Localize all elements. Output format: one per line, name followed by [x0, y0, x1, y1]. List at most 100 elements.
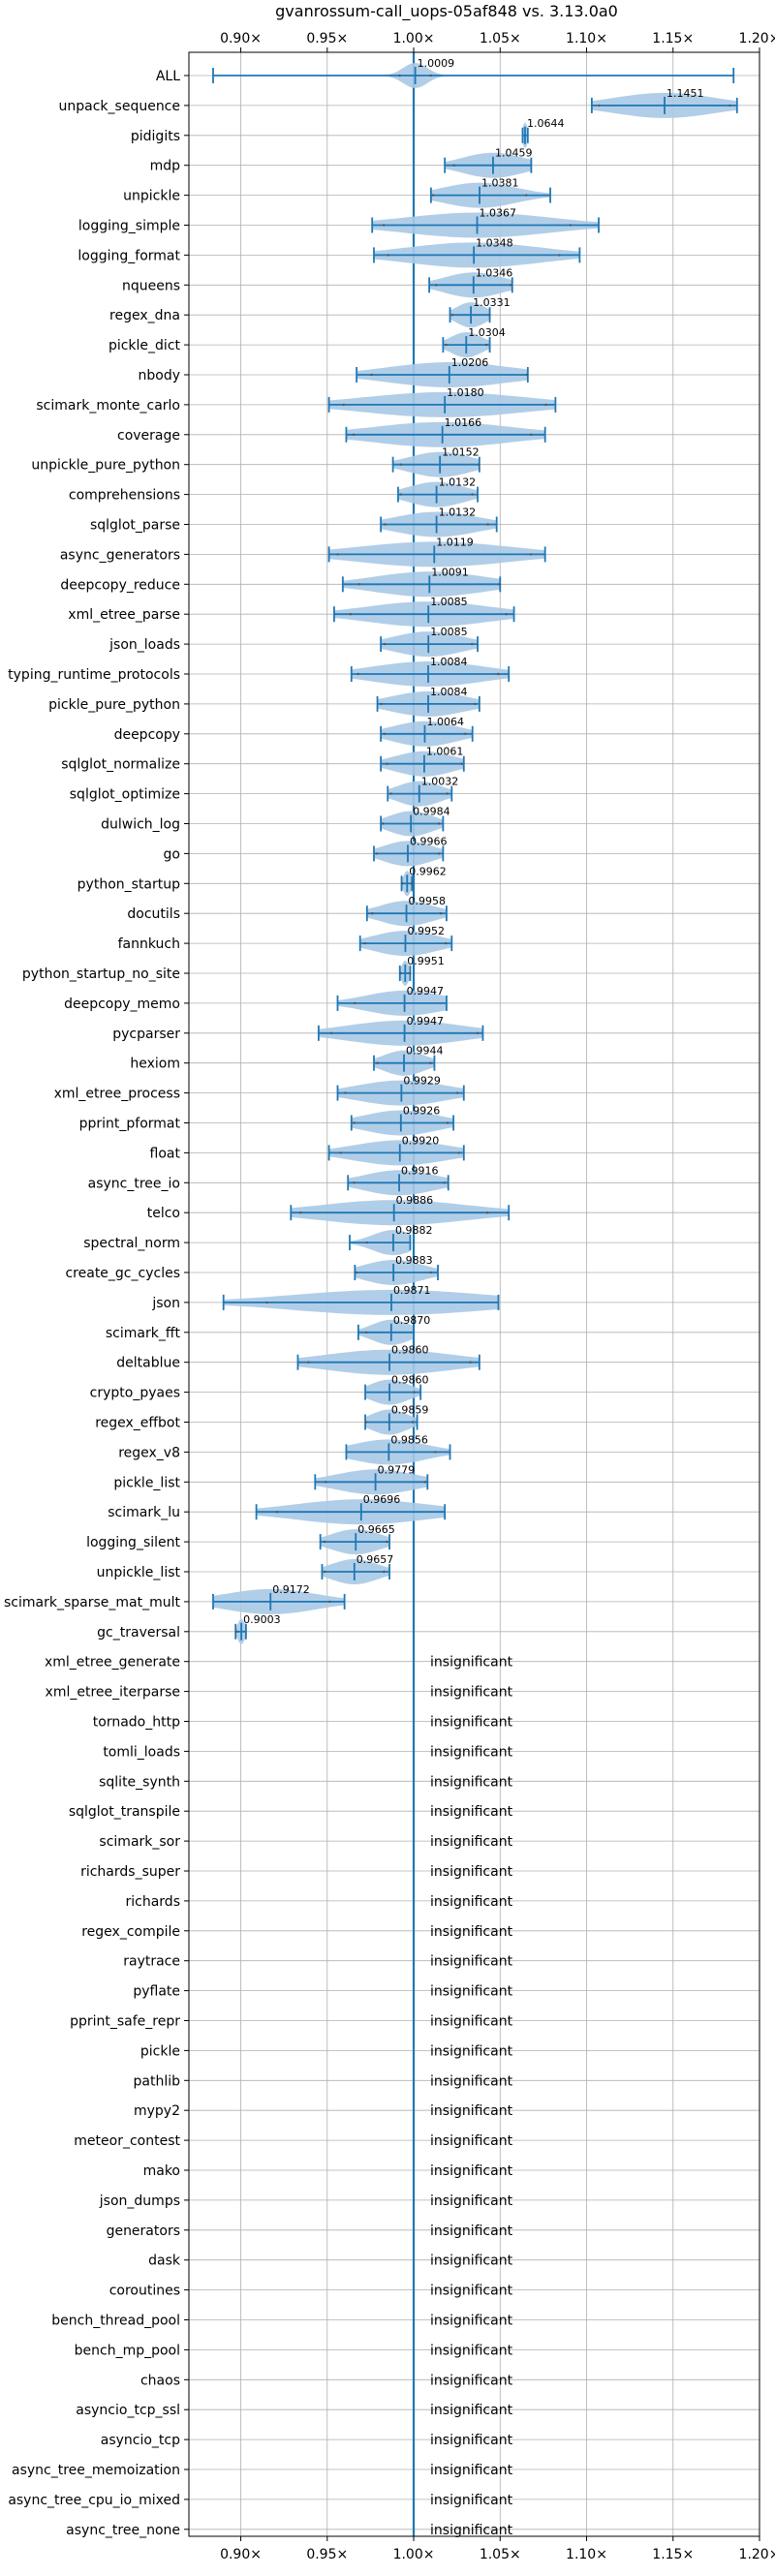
benchmark-label: deltablue: [116, 1356, 180, 1371]
benchmark-label: asyncio_tcp_ssl: [76, 2403, 180, 2418]
mean-value-label: 1.0084: [430, 686, 468, 698]
mean-value-label: 0.9947: [407, 1015, 445, 1027]
quartile-dot: [431, 194, 435, 197]
quartile-dot: [474, 702, 477, 706]
benchmark-label: mdp: [150, 159, 181, 174]
quartile-dot: [383, 1570, 386, 1574]
quartile-dot: [486, 523, 489, 526]
x-tick-label-top: 1.20×: [739, 31, 775, 46]
quartile-dot: [497, 672, 500, 676]
benchmark-label: json: [151, 1296, 180, 1311]
benchmark-label: telco: [147, 1206, 180, 1221]
benchmark-label: deepcopy: [114, 727, 180, 743]
quartile-dot: [464, 732, 467, 735]
quartile-dot: [375, 852, 379, 855]
benchmark-label: deepcopy_memo: [64, 997, 180, 1012]
benchmark-label: typing_runtime_protocols: [8, 667, 180, 683]
x-tick-label-bottom: 0.90×: [220, 2547, 262, 2562]
insignificant-label: insignificant: [430, 2223, 513, 2239]
benchmark-label: regex_v8: [118, 1445, 180, 1460]
insignificant-label: insignificant: [430, 1655, 513, 1671]
benchmark-label: logging_simple: [78, 219, 180, 234]
quartile-dot: [353, 1121, 356, 1124]
mean-value-label: 1.0084: [430, 656, 468, 668]
quartile-dot: [728, 104, 731, 107]
mean-value-label: 1.0180: [447, 386, 484, 399]
mean-value-label: 1.0032: [421, 776, 459, 788]
benchmark-label: sqlglot_parse: [90, 518, 180, 534]
quartile-dot: [443, 1181, 446, 1184]
x-tick-label-bottom: 1.15×: [652, 2547, 694, 2562]
x-tick-label-top: 1.00×: [393, 31, 435, 46]
benchmark-label: asyncio_tcp: [101, 2433, 180, 2448]
benchmark-label: spectral_norm: [83, 1236, 180, 1251]
insignificant-label: insignificant: [430, 2314, 513, 2329]
insignificant-label: insignificant: [430, 2103, 513, 2119]
quartile-dot: [364, 1331, 368, 1334]
benchmark-label: scimark_monte_carlo: [36, 398, 180, 414]
quartile-dot: [434, 1451, 437, 1454]
quartile-dot: [399, 493, 402, 496]
insignificant-label: insignificant: [430, 1804, 513, 1820]
quartile-dot: [384, 642, 387, 646]
benchmark-label: pickle_dict: [108, 338, 181, 353]
quartile-dot: [446, 1121, 450, 1124]
benchmark-label: logging_format: [78, 248, 180, 263]
quartile-dot: [370, 912, 374, 915]
benchmark-label: unpickle: [123, 189, 180, 204]
x-tick-label-bottom: 1.05×: [480, 2547, 521, 2562]
mean-value-label: 0.9860: [391, 1344, 429, 1357]
quartile-dot: [445, 343, 448, 347]
insignificant-label: insignificant: [430, 2133, 513, 2149]
quartile-dot: [363, 941, 366, 945]
quartile-dot: [429, 1061, 432, 1064]
insignificant-label: insignificant: [430, 1924, 513, 1940]
quartile-dot: [435, 284, 438, 287]
mean-value-label: 0.9883: [395, 1254, 433, 1267]
quartile-dot: [323, 1540, 326, 1544]
quartile-dot: [307, 1361, 310, 1364]
quartile-dot: [383, 732, 386, 735]
benchmark-label: docutils: [127, 906, 180, 922]
quartile-dot: [498, 583, 501, 586]
quartile-dot: [408, 971, 412, 975]
quartile-dot: [401, 882, 404, 885]
quartile-dot: [376, 1061, 379, 1064]
quartile-dot: [437, 822, 441, 825]
mean-value-label: 1.0459: [495, 147, 533, 160]
plot-frame: [188, 51, 760, 2537]
quartile-dot: [530, 433, 533, 436]
quartile-dot: [339, 1151, 342, 1154]
mean-value-label: 1.0381: [481, 177, 519, 190]
quartile-dot: [382, 822, 385, 825]
x-tick-label-bottom: 0.95×: [306, 2547, 348, 2562]
quartile-dot: [429, 1271, 432, 1274]
mean-value-label: 0.9947: [407, 985, 445, 997]
mean-value-label: 0.9952: [407, 925, 445, 937]
benchmark-label: xml_etree_iterparse: [46, 1685, 180, 1701]
benchmark-label: tomli_loads: [103, 1744, 180, 1760]
mean-value-label: 1.0009: [418, 57, 455, 70]
mean-value-label: 1.0132: [439, 476, 477, 489]
benchmark-label: python_startup_no_site: [22, 966, 180, 982]
mean-value-label: 1.0085: [430, 626, 468, 638]
insignificant-label: insignificant: [430, 1685, 513, 1701]
quartile-dot: [353, 1001, 356, 1005]
mean-value-label: 0.9882: [395, 1224, 433, 1237]
benchmark-label: sqlglot_optimize: [70, 787, 180, 803]
quartile-dot: [488, 314, 491, 317]
mean-value-label: 0.9696: [363, 1493, 401, 1506]
quartile-dot: [529, 553, 533, 556]
x-tick-label-bottom: 1.00×: [393, 2547, 435, 2562]
mean-value-label: 0.9665: [357, 1523, 395, 1536]
quartile-dot: [460, 762, 463, 765]
insignificant-label: insignificant: [430, 2343, 513, 2358]
quartile-dot: [598, 104, 601, 107]
benchmark-label: regex_effbot: [95, 1416, 180, 1431]
quartile-dot: [525, 194, 528, 197]
mean-value-label: 0.9657: [356, 1553, 394, 1566]
mean-value-label: 0.9172: [272, 1583, 310, 1596]
x-tick-label-top: 1.05×: [480, 31, 521, 46]
benchmark-label: mypy2: [134, 2103, 180, 2119]
